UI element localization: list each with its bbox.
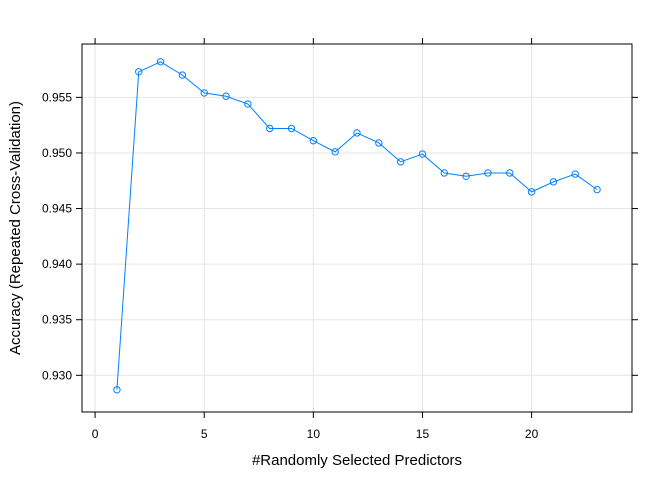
data-point [135, 68, 143, 76]
data-point [156, 58, 165, 66]
y-tick-label: 0.930 [42, 368, 72, 382]
x-axis-title: #Randomly Selected Predictors [252, 452, 462, 469]
data-point [440, 169, 449, 177]
plot-frame [81, 43, 633, 413]
series-line [116, 61, 598, 390]
y-tick-label: 0.945 [42, 202, 72, 216]
data-series [113, 58, 601, 394]
y-tick-label: 0.950 [42, 146, 72, 160]
data-point [484, 169, 492, 177]
grid [82, 44, 632, 412]
x-tick-label: 15 [416, 427, 430, 441]
axis-ticks: 0 5 10 15 20 0.930 0.935 0.940 0.945 0.950 0.955 [42, 38, 638, 441]
data-point [593, 185, 601, 194]
data-point [244, 100, 252, 108]
data-point [287, 124, 296, 133]
data-point [178, 71, 187, 79]
data-point [222, 92, 230, 100]
data-point [113, 386, 121, 394]
data-point [506, 169, 514, 177]
data-point [200, 89, 208, 97]
data-point [571, 170, 579, 178]
data-point [396, 158, 405, 166]
x-tick-label: 10 [307, 427, 321, 441]
data-point [265, 124, 274, 133]
data-point [549, 178, 558, 186]
data-point [375, 139, 383, 147]
data-point [353, 129, 361, 137]
y-tick-label: 0.940 [42, 257, 72, 271]
x-tick-label: 5 [201, 427, 208, 441]
y-axis-title: Accuracy (Repeated Cross-Validation) [7, 101, 24, 355]
data-point [309, 137, 318, 145]
data-point [462, 172, 470, 181]
y-tick-label: 0.935 [42, 313, 72, 327]
x-tick-label: 20 [525, 427, 539, 441]
x-tick-label: 0 [92, 427, 99, 441]
y-tick-label: 0.955 [42, 90, 72, 104]
data-point [331, 148, 339, 156]
data-point [418, 150, 427, 158]
data-point [527, 188, 536, 196]
